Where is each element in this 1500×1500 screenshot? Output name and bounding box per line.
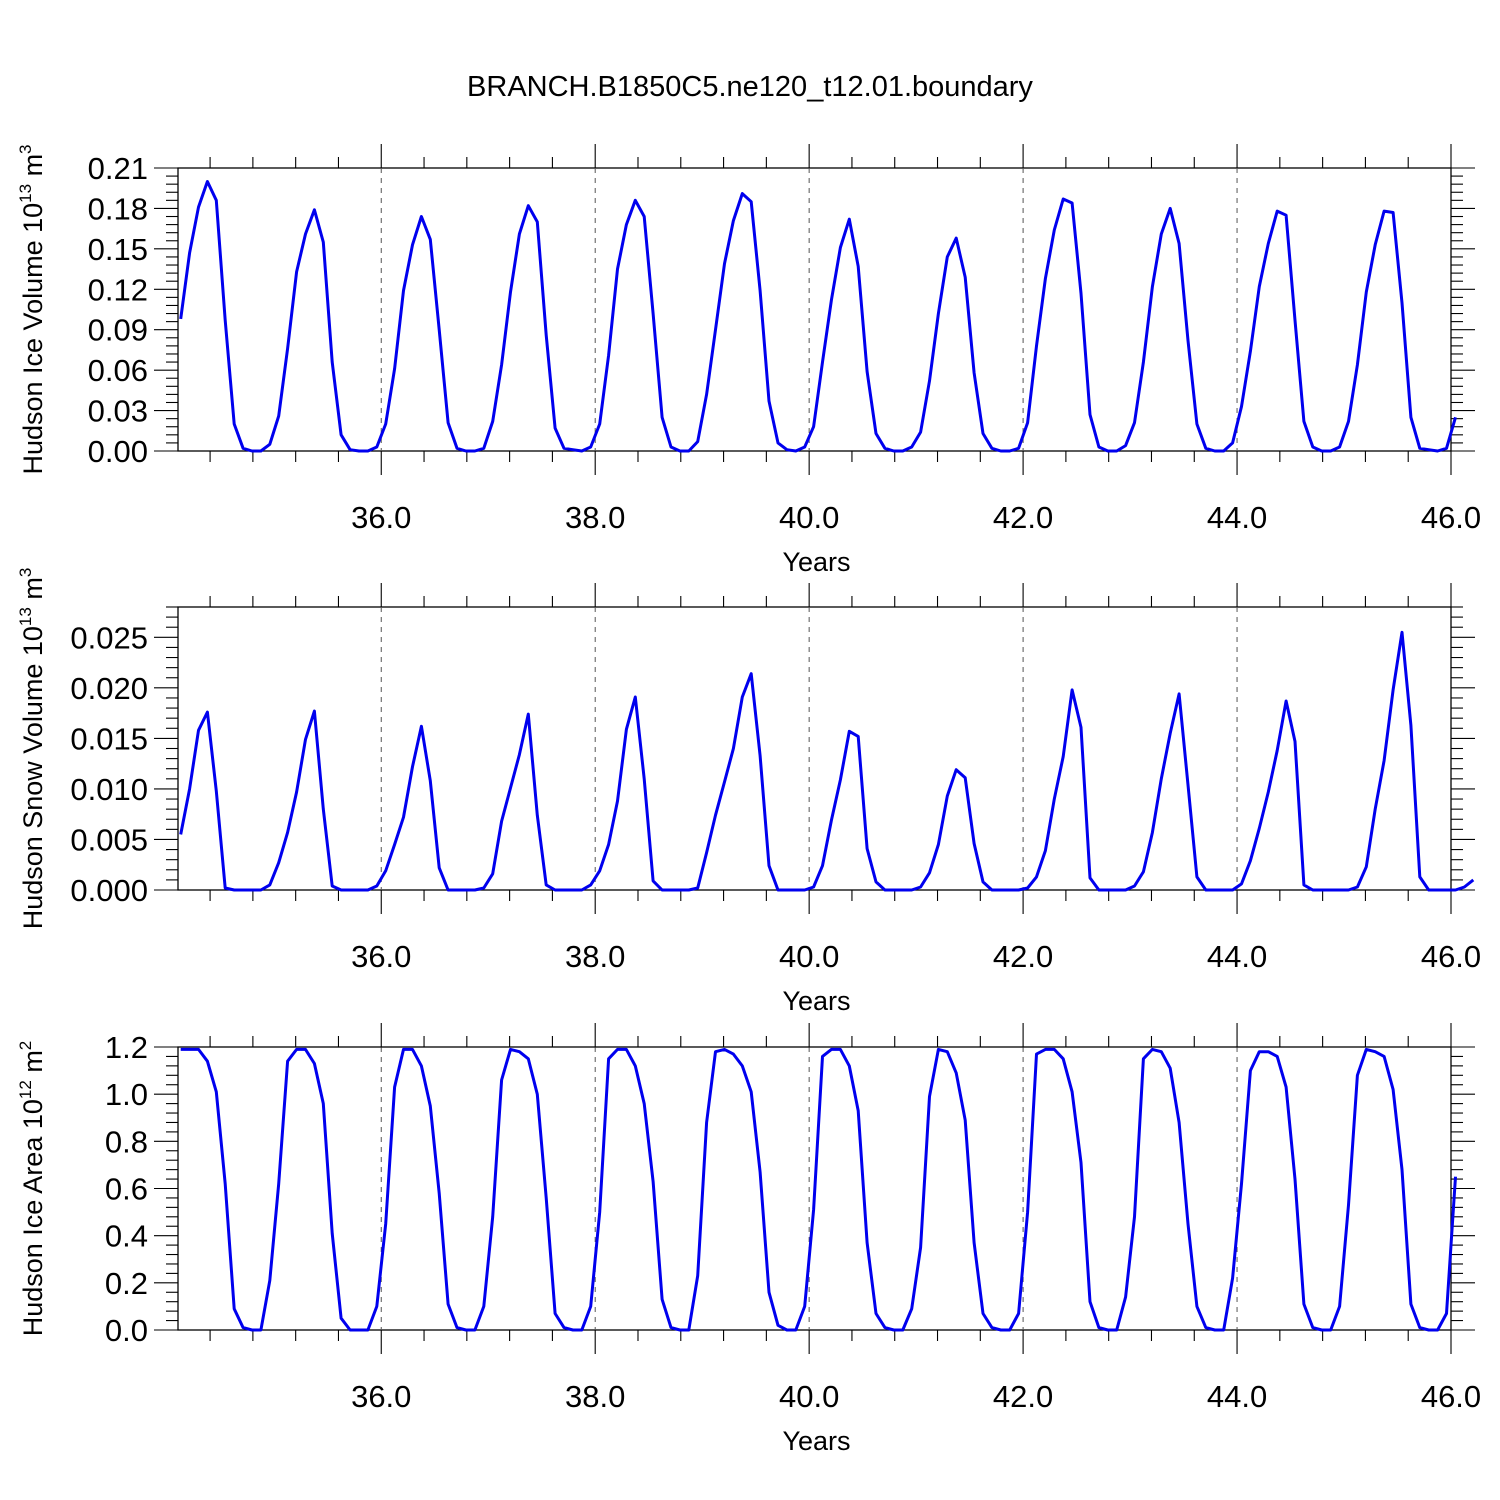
y-tick-label: 0.020 [70,671,148,706]
y-tick-label: 0.000 [70,873,148,908]
y-tick-label: 0.015 [70,721,148,756]
x-tick-label: 42.0 [993,939,1053,974]
panel-3: 36.0 38.0 40.0 42.0 44.0 46.0 0.0 0.2 0.4 0.6 0.8 1… [16,1023,1481,1456]
x-tick-label: 42.0 [993,500,1053,535]
panels-container: 36.0 38.0 40.0 42.0 44.0 46.0 0.00 0.03 0.06 0.09… [16,144,1481,1456]
y-axis-title: Hudson Snow Volume 1013 m3 [16,568,48,930]
x-tick-label: 38.0 [565,1379,625,1414]
x-tick-label: 40.0 [779,939,839,974]
x-tick-label: 46.0 [1421,500,1481,535]
y-axis-title: Hudson Ice Area 1012 m2 [16,1041,48,1337]
x-tick-label: 44.0 [1207,939,1267,974]
y-tick-label: 0.025 [70,620,148,655]
y-tick-label: 0.03 [88,394,148,429]
y-tick-label: 0.12 [88,272,148,307]
series-line [179,630,1475,892]
x-tick-label: 38.0 [565,939,625,974]
plot-frame [177,606,1452,891]
x-tick-label: 36.0 [351,500,411,535]
y-tick-label: 1.2 [105,1030,148,1065]
y-tick-label: 0.2 [105,1266,148,1301]
x-tick-label: 38.0 [565,500,625,535]
figure-title: BRANCH.B1850C5.ne120_t12.01.boundary [467,71,1033,103]
y-axis-title: Hudson Ice Volume 1013 m3 [16,144,48,474]
y-tick-label: 0.15 [88,232,148,267]
plot-frame [177,167,1452,452]
x-axis-title: Years [782,986,850,1016]
panel-2: 36.0 38.0 40.0 42.0 44.0 46.0 0.000 0.005 0.010 0… [16,568,1481,1016]
y-tick-label: 1.0 [105,1077,148,1112]
x-tick-label: 40.0 [779,500,839,535]
x-tick-label: 36.0 [351,1379,411,1414]
y-tick-label: 0.4 [105,1219,148,1254]
series-line [179,180,1457,453]
y-tick-label: 0.06 [88,353,148,388]
x-tick-label: 42.0 [993,1379,1053,1414]
y-tick-label: 0.00 [88,434,148,469]
y-tick-label: 0.0 [105,1313,148,1348]
y-tick-label: 0.09 [88,313,148,348]
x-axis-title: Years [782,1426,850,1456]
y-tick-label: 0.6 [105,1172,148,1207]
x-tick-label: 40.0 [779,1379,839,1414]
y-tick-label: 0.005 [70,822,148,857]
y-tick-label: 0.8 [105,1124,148,1159]
x-axis-title: Years [782,547,850,577]
x-tick-label: 46.0 [1421,939,1481,974]
y-tick-label: 0.18 [88,191,148,226]
x-tick-label: 36.0 [351,939,411,974]
x-tick-label: 44.0 [1207,1379,1267,1414]
y-tick-label: 0.010 [70,772,148,807]
panel-1: 36.0 38.0 40.0 42.0 44.0 46.0 0.00 0.03 0.06 0.09… [16,144,1481,577]
series-line [180,1047,1457,1332]
x-tick-label: 44.0 [1207,500,1267,535]
y-tick-label: 0.21 [88,151,148,186]
x-tick-label: 46.0 [1421,1379,1481,1414]
